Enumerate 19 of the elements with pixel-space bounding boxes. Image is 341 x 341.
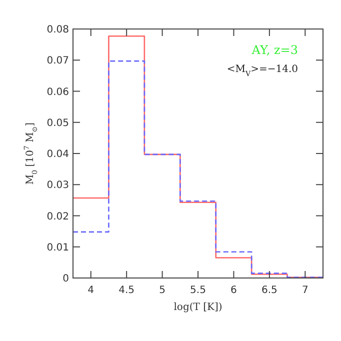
x-tick-label: 6 xyxy=(230,285,237,296)
y-tick-label: 0.04 xyxy=(46,149,69,160)
annotation: AY, z=3 xyxy=(250,43,298,57)
x-tick-label: 7 xyxy=(302,285,308,296)
y-tick-label: 0 xyxy=(62,274,69,284)
x-tick-label: 6.5 xyxy=(261,285,278,296)
y-tick-label: 0.02 xyxy=(46,211,69,222)
x-tick-label: 4.5 xyxy=(118,285,135,296)
x-tick-label: 5 xyxy=(159,285,166,296)
x-tick-label: 5.5 xyxy=(190,285,206,296)
y-tick-label: 0.05 xyxy=(46,118,69,129)
annotation: <M$_{V}$>=−14.0 xyxy=(226,64,298,78)
y-tick-label: 0.03 xyxy=(46,180,69,192)
x-axis-title: log(T [K]) xyxy=(174,302,222,313)
y-tick-label: 0.07 xyxy=(46,56,69,67)
y-tick-label: 0.06 xyxy=(46,86,69,98)
y-tick-label: 0.08 xyxy=(46,24,69,36)
y-tick-label: 0.01 xyxy=(46,242,69,254)
x-tick-label: 4 xyxy=(88,285,94,296)
